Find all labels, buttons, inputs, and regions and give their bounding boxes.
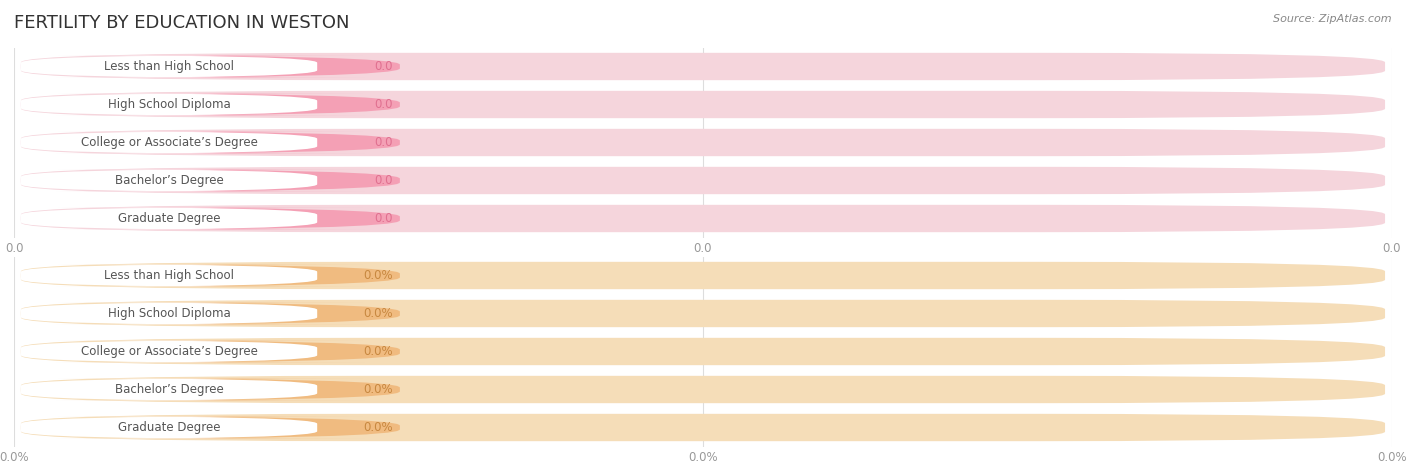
FancyBboxPatch shape — [21, 131, 399, 154]
Text: College or Associate’s Degree: College or Associate’s Degree — [80, 345, 257, 358]
Text: Graduate Degree: Graduate Degree — [118, 421, 221, 434]
Text: 0.0%: 0.0% — [363, 269, 394, 282]
FancyBboxPatch shape — [21, 340, 318, 363]
FancyBboxPatch shape — [21, 414, 1385, 441]
FancyBboxPatch shape — [21, 169, 318, 192]
FancyBboxPatch shape — [21, 264, 399, 287]
Text: Less than High School: Less than High School — [104, 269, 233, 282]
Text: High School Diploma: High School Diploma — [108, 98, 231, 111]
Text: 0.0%: 0.0% — [363, 307, 394, 320]
FancyBboxPatch shape — [21, 416, 318, 439]
Text: 0.0: 0.0 — [374, 212, 394, 225]
FancyBboxPatch shape — [21, 55, 399, 78]
Text: 0.0: 0.0 — [374, 136, 394, 149]
FancyBboxPatch shape — [21, 93, 399, 116]
Text: High School Diploma: High School Diploma — [108, 307, 231, 320]
FancyBboxPatch shape — [21, 376, 1385, 403]
FancyBboxPatch shape — [21, 264, 318, 287]
Text: 0.0%: 0.0% — [363, 421, 394, 434]
Text: 0.0: 0.0 — [374, 174, 394, 187]
FancyBboxPatch shape — [21, 55, 318, 78]
FancyBboxPatch shape — [21, 340, 399, 363]
FancyBboxPatch shape — [21, 300, 1385, 327]
FancyBboxPatch shape — [21, 91, 1385, 118]
FancyBboxPatch shape — [21, 302, 318, 325]
Text: College or Associate’s Degree: College or Associate’s Degree — [80, 136, 257, 149]
FancyBboxPatch shape — [21, 262, 1385, 289]
FancyBboxPatch shape — [21, 207, 399, 230]
FancyBboxPatch shape — [21, 93, 318, 116]
FancyBboxPatch shape — [21, 416, 399, 439]
FancyBboxPatch shape — [21, 169, 399, 192]
Text: Less than High School: Less than High School — [104, 60, 233, 73]
FancyBboxPatch shape — [21, 129, 1385, 156]
FancyBboxPatch shape — [21, 378, 399, 401]
Text: Source: ZipAtlas.com: Source: ZipAtlas.com — [1274, 14, 1392, 24]
FancyBboxPatch shape — [21, 378, 318, 401]
FancyBboxPatch shape — [21, 131, 318, 154]
FancyBboxPatch shape — [21, 302, 399, 325]
FancyBboxPatch shape — [21, 205, 1385, 232]
FancyBboxPatch shape — [21, 167, 1385, 194]
Text: FERTILITY BY EDUCATION IN WESTON: FERTILITY BY EDUCATION IN WESTON — [14, 14, 350, 32]
Text: 0.0%: 0.0% — [363, 345, 394, 358]
Text: 0.0: 0.0 — [374, 98, 394, 111]
Text: 0.0: 0.0 — [374, 60, 394, 73]
FancyBboxPatch shape — [21, 207, 318, 230]
FancyBboxPatch shape — [21, 53, 1385, 80]
Text: Bachelor’s Degree: Bachelor’s Degree — [115, 174, 224, 187]
FancyBboxPatch shape — [21, 338, 1385, 365]
Text: Bachelor’s Degree: Bachelor’s Degree — [115, 383, 224, 396]
Text: Graduate Degree: Graduate Degree — [118, 212, 221, 225]
Text: 0.0%: 0.0% — [363, 383, 394, 396]
